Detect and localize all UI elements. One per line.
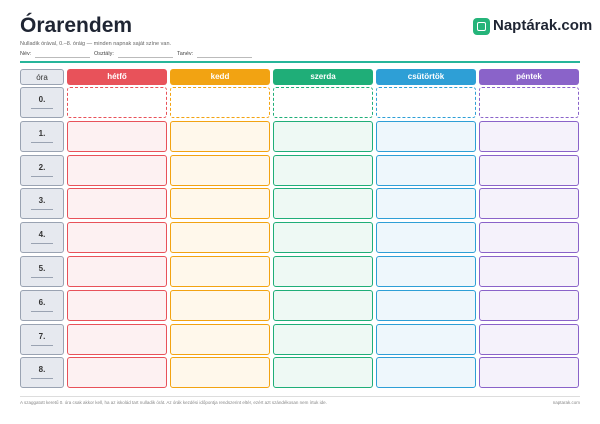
cell [479, 120, 579, 152]
cell [170, 222, 270, 254]
cell [67, 323, 167, 355]
cell [479, 289, 579, 321]
period-label: 5. [20, 256, 64, 287]
cell [479, 256, 579, 287]
period-underline [31, 141, 53, 143]
cell [273, 256, 373, 287]
period-number: 0. [38, 95, 46, 104]
day-header: kedd [170, 69, 270, 85]
cell [170, 323, 270, 355]
cell [67, 188, 167, 220]
cell [67, 87, 167, 118]
period-number: 2. [38, 162, 46, 172]
period-number: 3. [38, 196, 46, 206]
period-label: 3. [20, 188, 64, 220]
footer-rule [20, 396, 580, 397]
period-underline [31, 310, 53, 312]
field-line [35, 57, 90, 58]
period-underline [31, 243, 53, 245]
cell [273, 120, 373, 152]
day-header: szerda [273, 69, 373, 85]
cell [170, 188, 270, 220]
cell [273, 154, 373, 186]
period-number: 5. [38, 264, 46, 273]
period-label: 4. [20, 222, 64, 254]
cell [376, 154, 476, 186]
field-label: Osztály: [94, 51, 114, 57]
cell [67, 256, 167, 287]
cell [67, 154, 167, 186]
period-number: 8. [38, 365, 46, 375]
field-label: Tanév: [177, 51, 194, 57]
cell [376, 188, 476, 220]
period-underline [31, 209, 53, 211]
cell [273, 87, 373, 118]
period-underline [31, 277, 53, 278]
period-number: 4. [38, 230, 46, 240]
period-label: 7. [20, 323, 64, 355]
period-number: 7. [38, 331, 46, 341]
cell [170, 289, 270, 321]
cell [170, 120, 270, 152]
cell [376, 289, 476, 321]
cell [273, 188, 373, 220]
field-label: Név: [20, 51, 32, 57]
cell [376, 222, 476, 254]
cell [479, 323, 579, 355]
period-underline [31, 175, 53, 177]
period-label: 6. [20, 289, 64, 321]
cell [67, 120, 167, 152]
cell [273, 289, 373, 321]
period-label: 8. [20, 357, 64, 389]
cell [376, 256, 476, 287]
footer-site: naptarak.com [552, 400, 580, 405]
period-number: 1. [38, 128, 46, 138]
cell [67, 289, 167, 321]
logo-icon [473, 18, 490, 35]
cell [376, 323, 476, 355]
cell [479, 188, 579, 220]
day-header: csütörtök [376, 69, 476, 85]
period-label: 2. [20, 154, 64, 186]
cell [67, 222, 167, 254]
period-label: 0. [20, 87, 64, 118]
cell [376, 87, 476, 118]
subtitle: Nulladik órával, 0.–8. óráig — minden na… [20, 41, 172, 47]
cell [170, 154, 270, 186]
period-underline [31, 344, 53, 346]
period-underline [31, 108, 53, 109]
day-header: péntek [479, 69, 579, 85]
cell [273, 323, 373, 355]
period-underline [31, 378, 53, 380]
period-label: 1. [20, 120, 64, 152]
header-rule [20, 61, 580, 63]
day-header: hétfő [67, 69, 167, 85]
cell [170, 256, 270, 287]
cell [376, 357, 476, 389]
cell [273, 222, 373, 254]
period-number: 6. [38, 297, 46, 307]
cell [376, 120, 476, 152]
field-line [197, 57, 252, 58]
logo: Naptárak.com [493, 17, 593, 34]
title: Órarendem [20, 14, 133, 37]
cell [67, 357, 167, 389]
field-line [118, 57, 173, 58]
cell [273, 357, 373, 389]
cell [479, 154, 579, 186]
cell [170, 87, 270, 118]
footer-note: A szaggatott keretű 0. óra csak akkor ke… [20, 400, 327, 405]
corner-header: óra [20, 69, 64, 85]
cell [479, 87, 579, 118]
cell [170, 357, 270, 389]
cell [479, 222, 579, 254]
cell [479, 357, 579, 389]
